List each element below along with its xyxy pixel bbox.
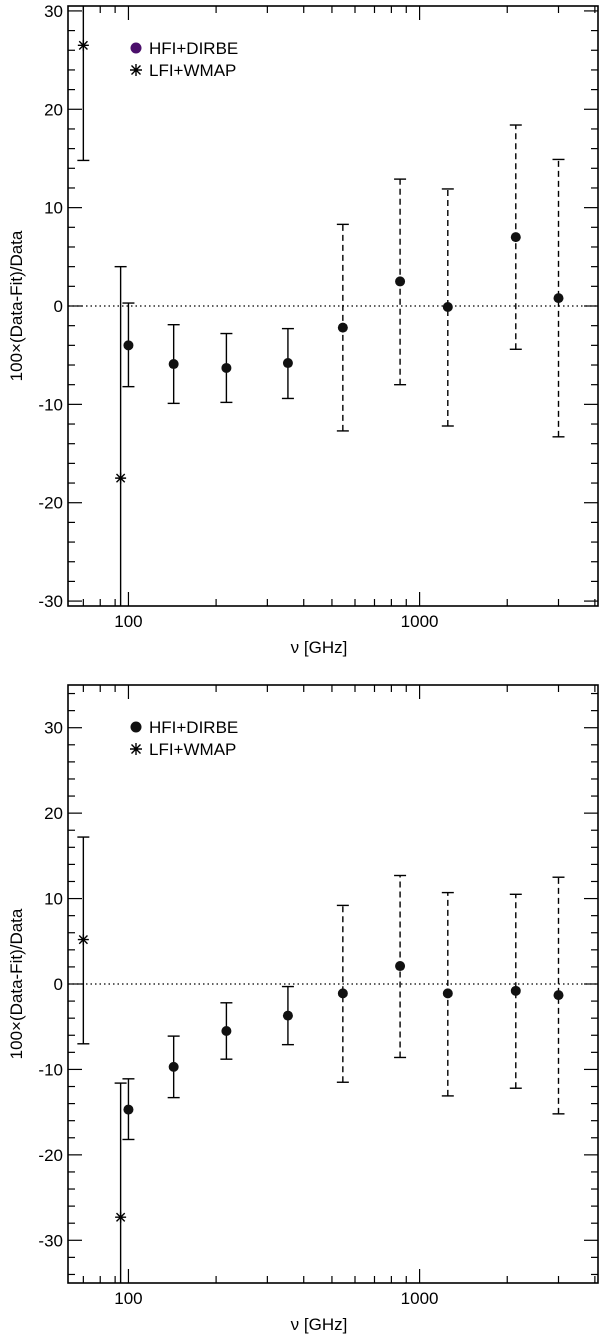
data-point-dot (510, 985, 521, 996)
data-point-dot (221, 362, 232, 373)
legend-marker-asterisk (130, 743, 142, 755)
legend-label: HFI+DIRBE (149, 39, 238, 58)
y-tick-label: 30 (44, 2, 63, 21)
x-tick-label: 1000 (401, 612, 439, 631)
legend-label: LFI+WMAP (149, 740, 236, 759)
x-tick-label: 100 (114, 612, 142, 631)
data-point-dot (123, 1104, 134, 1115)
legend-marker-asterisk (130, 64, 142, 76)
data-point-dot (553, 990, 564, 1001)
data-point-dot (282, 358, 293, 369)
bottom-panel: 100 1000 -30 -20 -10 0 10 20 30 ν [GHz] 100×(Data-… (7, 684, 599, 1334)
y-tick-label: 10 (44, 890, 63, 909)
data-point-asterisk (77, 39, 89, 51)
y-tick-label: 10 (44, 199, 63, 218)
data-point-dot (168, 359, 179, 370)
data-point-dot (337, 322, 348, 333)
y-tick-label: -20 (38, 1146, 63, 1165)
legend-label: HFI+DIRBE (149, 718, 238, 737)
data-point-dot (282, 1010, 293, 1021)
y-tick-label: -30 (38, 592, 63, 611)
data-point-dot (395, 961, 406, 972)
data-point-asterisk (115, 472, 127, 484)
top-panel: 100 1000 -30 -20 -10 0 10 20 30 ν [GHz] 100×(Data-… (7, 2, 599, 657)
data-point-dot (337, 988, 348, 999)
y-tick-label: 30 (44, 719, 63, 738)
data-point-asterisk (115, 1211, 127, 1223)
data-point-dot (168, 1061, 179, 1072)
y-axis-title: 100×(Data-Fit)/Data (7, 908, 26, 1059)
data-layer (77, 836, 565, 1283)
y-tick-label: -10 (38, 395, 63, 414)
y-axis-title: 100×(Data-Fit)/Data (7, 230, 26, 381)
data-layer (77, 6, 565, 606)
y-tick-label: -10 (38, 1060, 63, 1079)
data-point-dot (553, 293, 564, 304)
data-point-dot (442, 301, 453, 312)
legend-marker-dot (130, 42, 142, 54)
x-axis-title: ν [GHz] (291, 638, 348, 657)
data-point-dot (221, 1025, 232, 1036)
legend-label: LFI+WMAP (149, 61, 236, 80)
data-point-asterisk (77, 934, 89, 946)
y-tick-label: 20 (44, 100, 63, 119)
legend-marker-dot (130, 721, 142, 733)
data-point-dot (395, 276, 406, 287)
y-tick-label: -30 (38, 1231, 63, 1250)
y-tick-label: 20 (44, 804, 63, 823)
x-tick-label: 100 (114, 1289, 142, 1308)
y-tick-label: -20 (38, 494, 63, 513)
x-tick-label: 1000 (401, 1289, 439, 1308)
data-point-dot (510, 232, 521, 243)
data-point-dot (442, 988, 453, 999)
y-tick-label: 0 (54, 975, 63, 994)
y-tick-label: 0 (54, 297, 63, 316)
data-point-dot (123, 340, 134, 351)
x-axis-title: ν [GHz] (291, 1315, 348, 1334)
